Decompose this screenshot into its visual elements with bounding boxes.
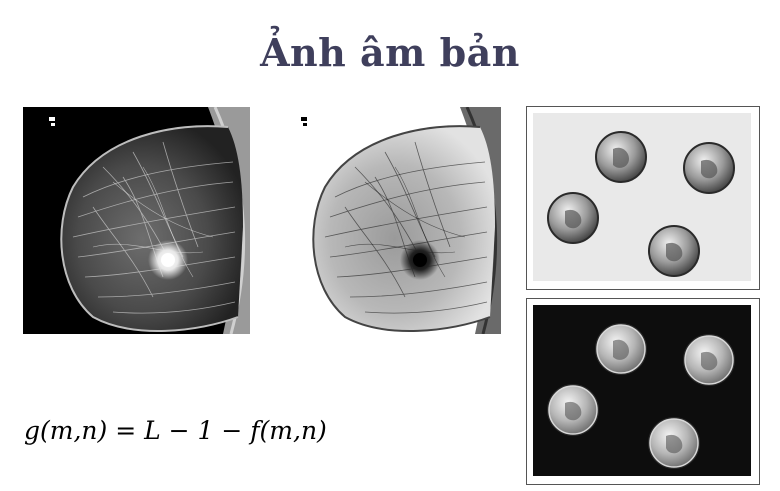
slide-title: Ảnh âm bản [260,30,520,75]
coin-bottom-right [648,417,700,469]
negative-image-formula: g(m,n) = L − 1 − f(m,n) [24,416,327,445]
coin-top-left [595,323,647,375]
coin-top-right [683,142,735,194]
coin-mid-left [547,192,599,244]
coins-dark-image [533,305,751,476]
mammogram-original-image [23,107,250,334]
coins-light-image [533,113,751,281]
coin-mid-left [547,384,599,436]
coins-light-frame [526,106,760,290]
coins-dark-frame [526,298,760,485]
mammogram-negative-image [278,107,501,334]
coin-top-left [595,131,647,183]
coin-top-right [683,334,735,386]
coin-bottom-right [648,225,700,277]
